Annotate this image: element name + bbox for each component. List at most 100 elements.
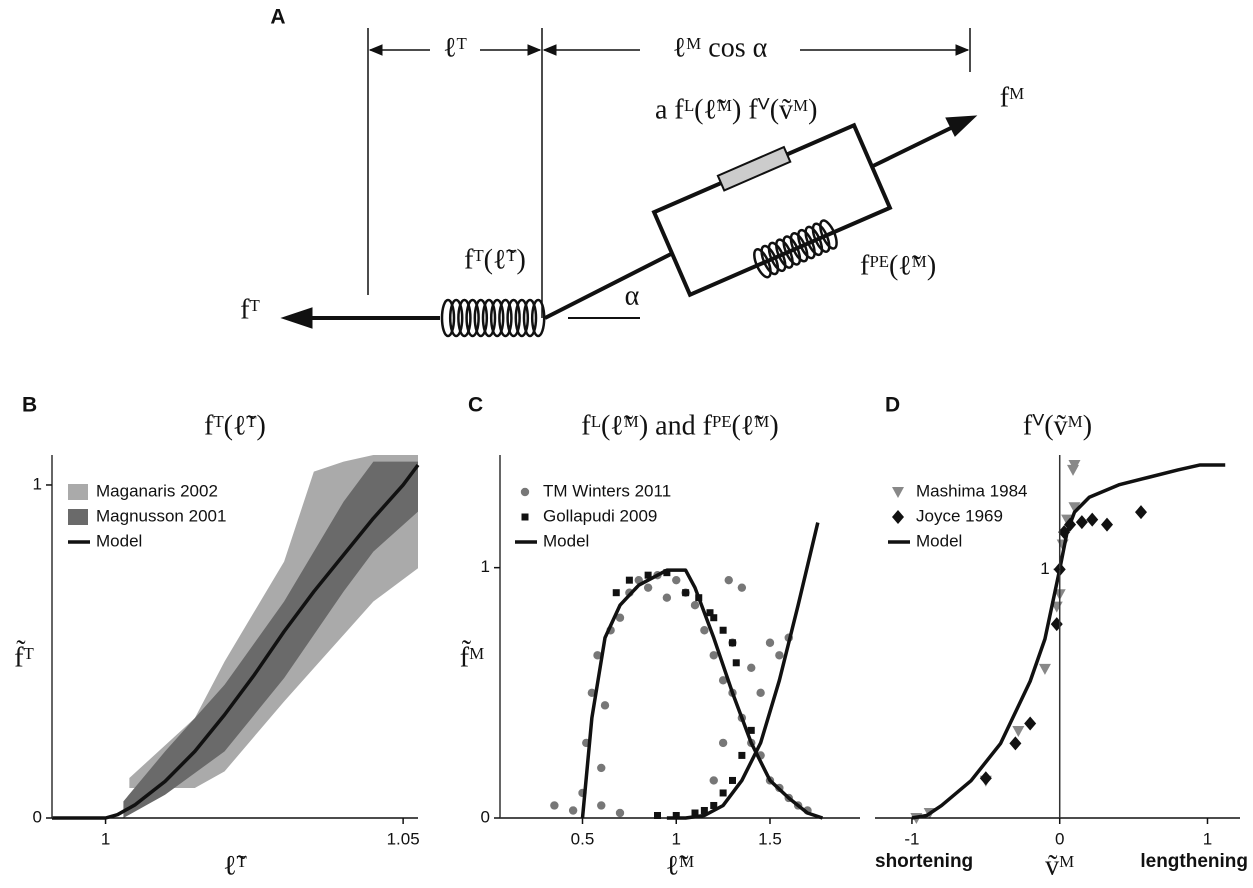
point: [765, 637, 775, 648]
point: [737, 582, 747, 593]
point: [719, 626, 727, 634]
coil: [514, 298, 530, 338]
point: [708, 775, 719, 786]
legend-label: Model: [96, 531, 142, 550]
point: [1068, 502, 1081, 514]
coil: [789, 232, 809, 263]
panel-label: A: [270, 6, 285, 29]
coil: [819, 219, 838, 250]
point: [596, 800, 607, 811]
muscle-frame: [651, 122, 893, 298]
x-axis-label: ℓ̃ᴹ: [666, 850, 695, 881]
coil: [481, 298, 497, 338]
point: [747, 726, 755, 734]
x-axis-label: ṽᴹ: [1045, 850, 1074, 881]
legend-label: Mashima 1984: [916, 481, 1028, 500]
point: [691, 809, 699, 817]
point: [1101, 517, 1114, 532]
y-axis-label: f̃ᴹ: [460, 641, 484, 674]
point: [643, 582, 653, 593]
y-tick-label: 0: [33, 807, 42, 826]
point: [710, 801, 718, 809]
coil: [489, 298, 505, 338]
coil: [811, 222, 831, 253]
damper: [716, 145, 792, 192]
legend-label: Magnusson 2001: [96, 506, 226, 525]
x-tick-label: 0.5: [571, 829, 595, 848]
point: [732, 659, 740, 667]
line: [52, 463, 420, 820]
x-tick-label: 1.5: [758, 829, 782, 848]
coil: [760, 244, 780, 276]
x-tick-label: 0: [1055, 829, 1064, 848]
diagram-label: fᵀ(ℓ̃ᵀ): [464, 244, 526, 275]
chart-title: fᴸ(ℓ̃ᴹ) and fᴾᴱ(ℓ̃ᴹ): [581, 410, 778, 441]
point: [700, 806, 708, 814]
y-axis-label: f̃ᵀ: [14, 641, 33, 674]
legend-swatch: [68, 484, 88, 500]
tendon-spring: [440, 298, 546, 338]
diagram-label: fᴾᴱ(ℓ̃ᴹ): [860, 250, 936, 281]
point: [774, 650, 785, 661]
legend-swatch: [892, 487, 904, 498]
tendon: [544, 251, 673, 320]
point: [1038, 663, 1051, 675]
legend-label: Gollapudi 2009: [543, 506, 657, 525]
coil: [457, 298, 472, 338]
coil: [473, 298, 489, 338]
panel-label: D: [885, 394, 900, 417]
diagram-label: fᴹ: [1000, 82, 1024, 113]
point: [719, 789, 727, 797]
diagram-label: a fᴸ(ℓ̃ᴹ) fⱽ(ṽᴹ): [655, 94, 817, 125]
point: [596, 763, 607, 773]
x-tick-label: 1.05: [387, 829, 420, 848]
point: [979, 771, 992, 786]
legend-swatch: [521, 513, 529, 521]
legend-label: TM Winters 2011: [543, 481, 671, 500]
coil: [753, 248, 772, 279]
diagram: [280, 28, 978, 338]
coil: [775, 238, 794, 269]
point: [1061, 514, 1074, 526]
point: [706, 609, 714, 617]
point: [549, 800, 560, 811]
y-tick-label: 0: [481, 807, 490, 826]
x-tick-label: 1: [101, 829, 110, 848]
point: [682, 589, 690, 597]
point: [729, 776, 736, 784]
coil: [506, 298, 521, 338]
point: [723, 575, 734, 585]
x-tick-label: -1: [904, 829, 919, 848]
muscle-force-line: [871, 124, 956, 169]
point: [600, 700, 610, 711]
coil: [465, 298, 480, 338]
coil: [797, 228, 816, 260]
point: [699, 625, 710, 636]
point: [672, 811, 680, 819]
point: [1075, 515, 1088, 530]
diagram-label: α: [625, 280, 640, 311]
point: [710, 614, 718, 622]
parallel-spring: [753, 219, 838, 279]
point: [1086, 512, 1099, 527]
point: [662, 592, 672, 603]
y-tick-label: 1: [33, 474, 42, 493]
x-tick-label: 1: [672, 829, 681, 848]
legend-label: Maganaris 2002: [96, 481, 218, 500]
point: [738, 751, 746, 759]
point: [671, 575, 682, 585]
point: [615, 808, 625, 818]
legend-swatch: [68, 509, 88, 525]
point: [1024, 716, 1037, 731]
point: [1050, 617, 1063, 632]
point: [1134, 505, 1147, 520]
arrowhead: [280, 307, 313, 329]
point: [612, 589, 620, 597]
muscle-box: [651, 122, 893, 298]
point: [718, 738, 728, 748]
x-note: shortening: [875, 851, 973, 872]
coil: [782, 235, 802, 266]
y-tick-label: 1: [481, 557, 490, 576]
point: [568, 805, 578, 816]
